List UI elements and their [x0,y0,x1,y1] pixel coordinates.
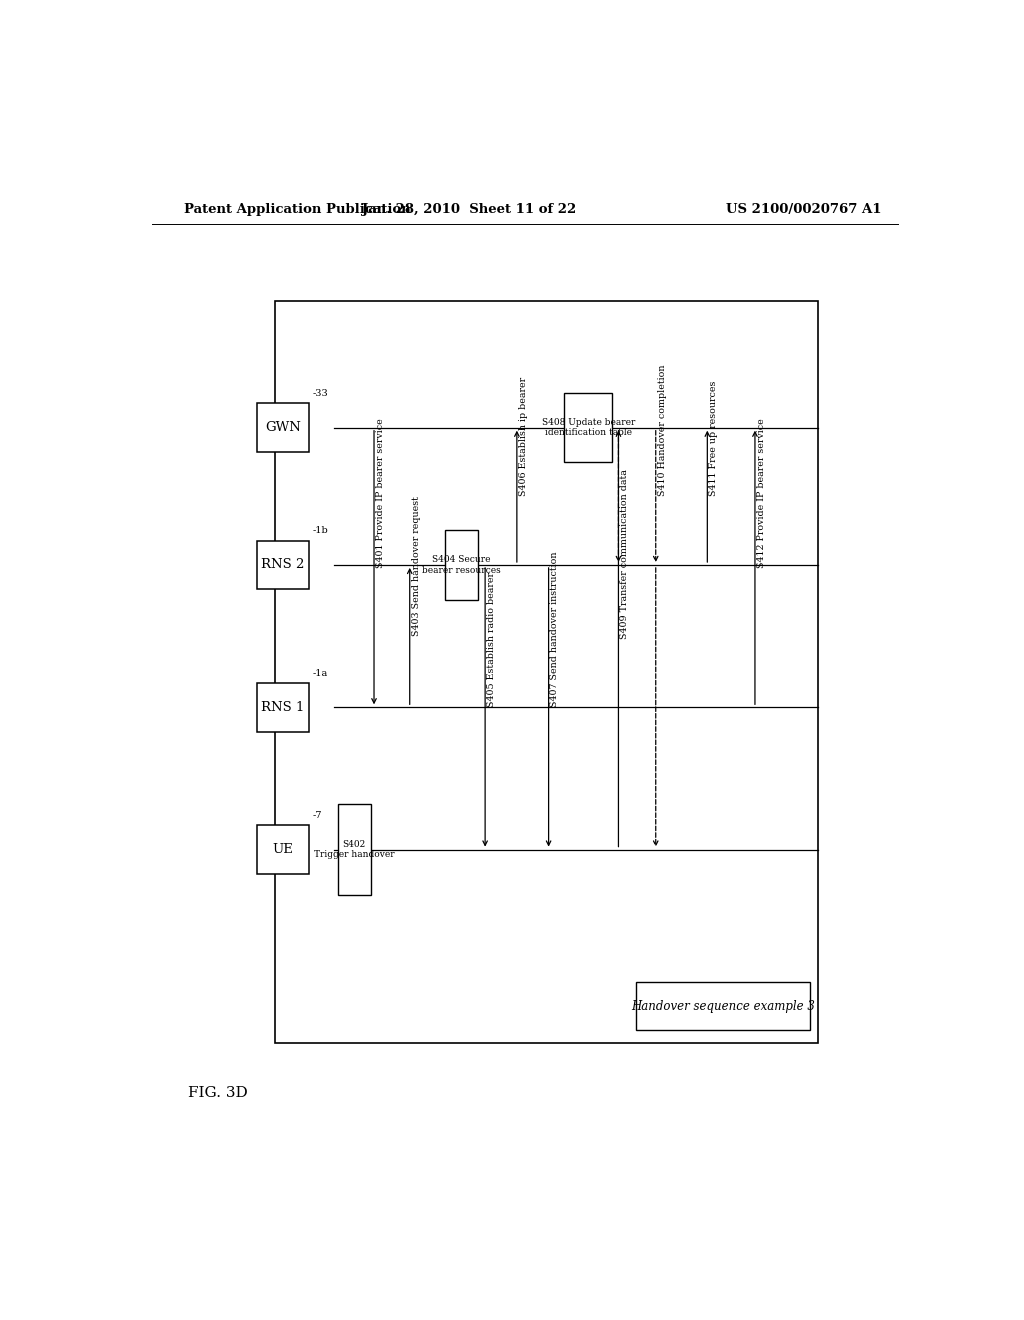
Text: S412 Provide IP bearer service: S412 Provide IP bearer service [757,417,766,568]
Text: -33: -33 [312,389,329,399]
Text: -1b: -1b [312,527,329,536]
Text: Handover sequence example 3: Handover sequence example 3 [631,999,815,1012]
Text: S409 Transfer communication data: S409 Transfer communication data [621,469,630,639]
Text: -7: -7 [312,810,322,820]
Text: S408 Update bearer
identification table: S408 Update bearer identification table [542,418,635,437]
Text: Patent Application Publication: Patent Application Publication [183,203,411,215]
Text: RNS 1: RNS 1 [261,701,304,714]
Bar [257,541,308,589]
Text: RNS 2: RNS 2 [261,558,304,572]
Text: UE: UE [272,843,293,857]
Text: S403 Send handover request: S403 Send handover request [412,496,421,636]
Text: -1a: -1a [312,669,328,677]
Text: Jan. 28, 2010  Sheet 11 of 22: Jan. 28, 2010 Sheet 11 of 22 [362,203,577,215]
Bar [338,804,371,895]
Bar [274,301,818,1043]
Text: FIG. 3D: FIG. 3D [187,1086,247,1101]
Text: S411 Free up resources: S411 Free up resources [710,381,718,496]
Text: S404 Secure
bearer resources: S404 Secure bearer resources [422,556,501,574]
Text: S406 Establish ip bearer: S406 Establish ip bearer [519,378,527,496]
Text: S402
Trigger handover: S402 Trigger handover [314,840,394,859]
Bar [257,404,308,453]
Bar [257,682,308,731]
Bar [257,825,308,874]
Bar [564,393,612,462]
Bar [636,982,811,1031]
Text: S407 Send handover instruction: S407 Send handover instruction [551,552,559,708]
Text: US 2100/0020767 A1: US 2100/0020767 A1 [726,203,882,215]
Text: S405 Establish radio bearer: S405 Establish radio bearer [487,573,496,708]
Bar [444,531,478,599]
Text: GWN: GWN [265,421,301,434]
Text: S410 Handover completion: S410 Handover completion [657,364,667,496]
Text: S401 Provide IP bearer service: S401 Provide IP bearer service [376,417,385,568]
